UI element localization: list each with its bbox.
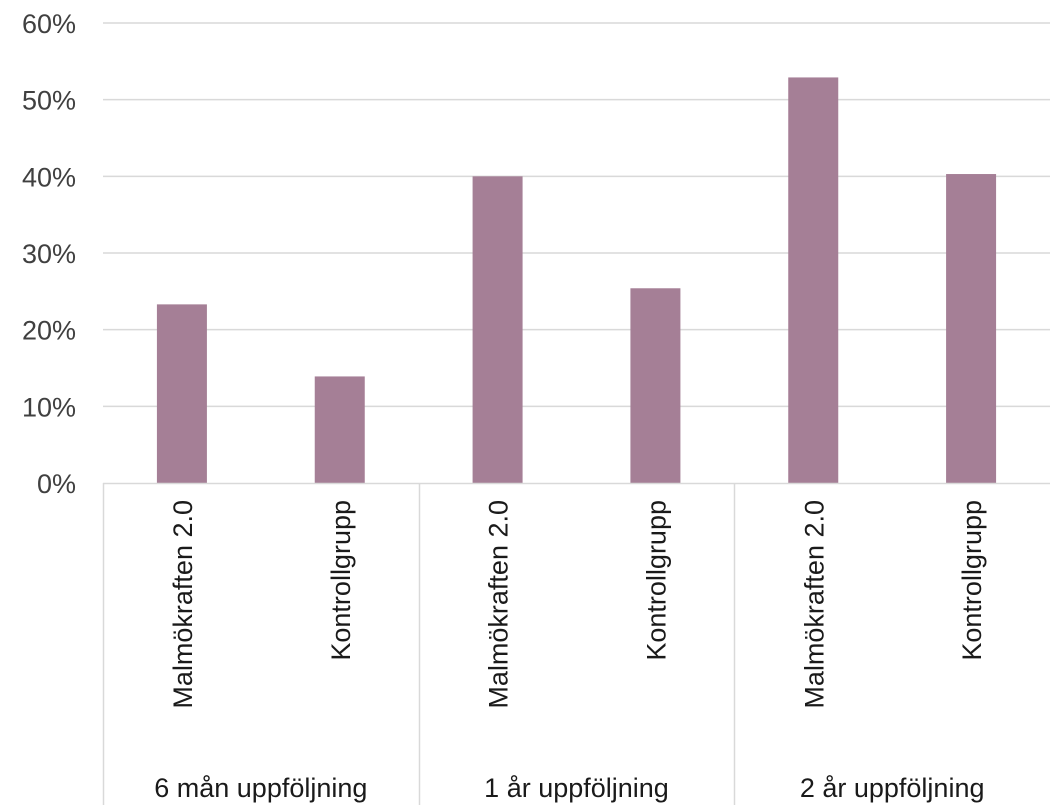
category-labels: Malmökraften 2.0 Kontrollgrupp Malmökrafte… <box>168 500 987 709</box>
group-label: 2 år uppföljning <box>800 773 985 803</box>
category-label: Kontrollgrupp <box>326 500 356 661</box>
category-label: Kontrollgrupp <box>641 500 671 661</box>
y-tick-label: 0% <box>37 469 76 499</box>
y-tick-label: 60% <box>22 9 76 39</box>
group-label: 1 år uppföljning <box>484 773 669 803</box>
group-label: 6 mån uppföljning <box>154 773 367 803</box>
bars <box>156 77 997 484</box>
bar <box>156 304 207 483</box>
bar <box>472 176 523 484</box>
y-tick-label: 50% <box>22 86 76 116</box>
y-tick-label: 20% <box>22 316 76 346</box>
bar <box>314 376 365 483</box>
y-tick-label: 10% <box>22 392 76 422</box>
bar <box>788 77 839 483</box>
category-label: Malmökraften 2.0 <box>484 500 514 709</box>
y-tick-label: 30% <box>22 239 76 269</box>
bar <box>630 288 681 483</box>
y-axis-tick-labels: 0% 10% 20% 30% 40% 50% 60% <box>22 9 76 499</box>
gridlines <box>103 22 1050 408</box>
category-label: Malmökraften 2.0 <box>168 500 198 709</box>
group-labels: 6 mån uppföljning 1 år uppföljning 2 år up… <box>154 773 984 803</box>
category-label: Malmökraften 2.0 <box>799 500 829 709</box>
bar <box>946 174 997 484</box>
y-tick-label: 40% <box>22 162 76 192</box>
category-label: Kontrollgrupp <box>957 500 987 661</box>
x-axis <box>102 482 1050 805</box>
